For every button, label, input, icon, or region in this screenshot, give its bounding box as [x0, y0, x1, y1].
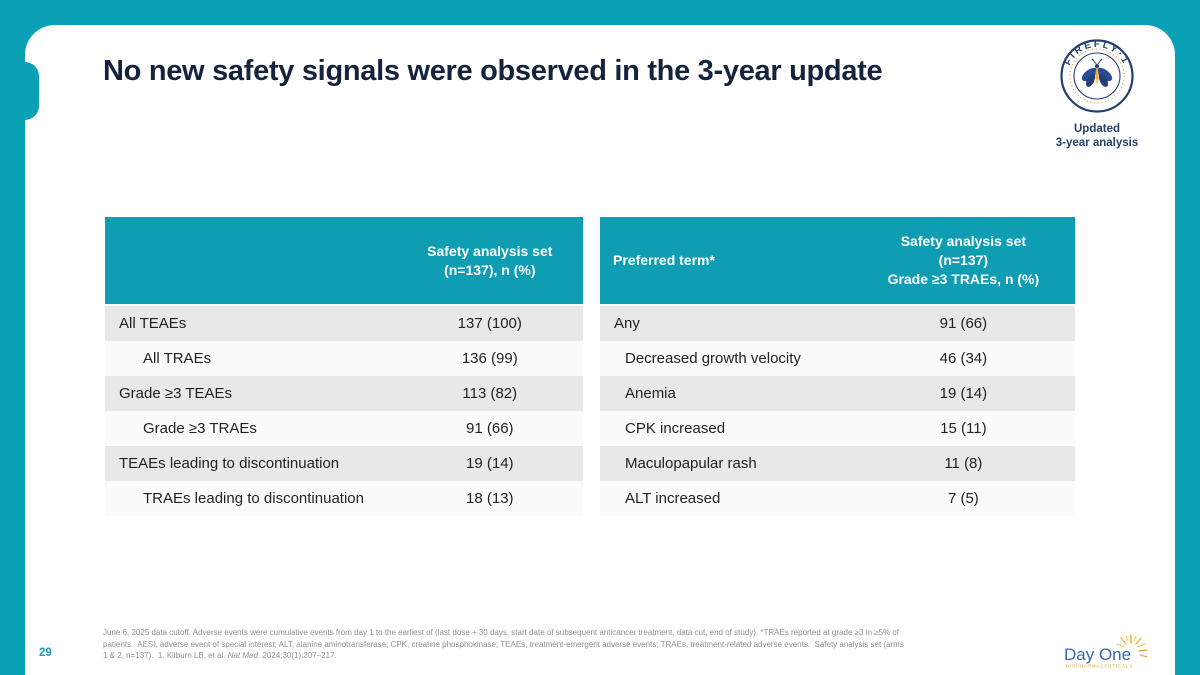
logo-subtitle: BIOPHARMACEUTICALS: [1066, 664, 1133, 669]
day-one-logo: Day One BIOPHARMACEUTICALS: [1064, 634, 1148, 669]
row-value: 11 (8): [944, 455, 983, 472]
trae-header-col1: Preferred term*: [613, 252, 715, 268]
row-value: 46 (34): [939, 350, 988, 367]
slide-content-area: No new safety signals were observed in t…: [25, 25, 1175, 675]
page-number: 29: [39, 647, 52, 659]
row-value: 91 (66): [466, 420, 514, 437]
teae-header-col2: Safety analysis set (n=137), n (%): [397, 217, 583, 304]
table-row: Grade ≥3 TEAEs 113 (82): [105, 376, 583, 411]
table-row: ALT increased 7 (5): [600, 481, 1075, 516]
row-label: All TEAEs: [119, 315, 187, 332]
table-row: TRAEs leading to discontinuation 18 (13): [105, 481, 583, 516]
row-label: Grade ≥3 TRAEs: [143, 420, 257, 437]
badge-label-line1: Updated: [1074, 123, 1120, 135]
teae-header-line1: Safety analysis set: [427, 242, 553, 259]
row-value: 15 (11): [940, 420, 987, 437]
row-value: 136 (99): [461, 350, 518, 367]
sunburst-icon: [1116, 634, 1148, 658]
row-label: Anemia: [625, 385, 676, 402]
row-value: 19 (14): [466, 455, 514, 472]
row-label: Maculopapular rash: [625, 455, 757, 472]
trae-header-col2: Safety analysis set (n=137) Grade ≥3 TRA…: [852, 217, 1075, 304]
table-row: TEAEs leading to discontinuation 19 (14): [105, 446, 583, 481]
table-row: All TRAEs 136 (99): [105, 341, 583, 376]
row-label: Any: [614, 315, 640, 332]
left-edge-notch: [25, 62, 39, 120]
teae-header-col1: [105, 217, 397, 304]
trae-preferred-term-table: Preferred term* Safety analysis set (n=1…: [600, 217, 1075, 516]
table-row: Grade ≥3 TRAEs 91 (66): [105, 411, 583, 446]
row-value: 91 (66): [939, 315, 988, 332]
row-value: 19 (14): [939, 385, 988, 402]
table-row: Maculopapular rash 11 (8): [600, 446, 1075, 481]
row-label: TRAEs leading to discontinuation: [143, 490, 364, 507]
table-row: All TEAEs 137 (100): [105, 306, 583, 341]
firefly-icon: [1081, 58, 1113, 87]
firefly-seal-icon: FIREFLY·1: [1060, 39, 1134, 113]
footnote-line3: 1 & 2, n=137). 1. Kilburn LB, et al. Nat…: [103, 651, 337, 660]
footnote-line2: patients. AESI, adverse event of special…: [103, 639, 904, 649]
row-value: 113 (82): [462, 385, 518, 402]
row-label: ALT increased: [625, 490, 721, 507]
slide-footnotes: June 6, 2025 data cutoff. Adverse events…: [103, 627, 904, 662]
teae-summary-table: Safety analysis set (n=137), n (%) All T…: [105, 217, 583, 516]
row-value: 137 (100): [457, 315, 522, 332]
badge-label-line2: 3-year analysis: [1055, 137, 1139, 149]
logo-wordmark: Day One: [1064, 645, 1131, 664]
slide-title: No new safety signals were observed in t…: [103, 55, 883, 87]
row-label: All TRAEs: [143, 350, 212, 367]
trae-header-line1: Safety analysis set: [900, 233, 1027, 249]
teae-header-line2: (n=137), n (%): [444, 261, 536, 278]
row-label: TEAEs leading to discontinuation: [119, 455, 340, 472]
footnote-line1: June 6, 2025 data cutoff. Adverse events…: [103, 628, 899, 637]
row-value: 18 (13): [466, 490, 514, 507]
teae-table-body: All TEAEs 137 (100) All TRAEs 136 (99) G…: [105, 306, 583, 516]
row-label: Decreased growth velocity: [625, 350, 801, 367]
trae-table-header: Preferred term* Safety analysis set (n=1…: [600, 217, 1075, 304]
trae-header-line2: (n=137): [938, 252, 989, 268]
firefly-1-badge: FIREFLY·1 Updated 3-year analysis: [1035, 38, 1159, 150]
row-label: CPK increased: [625, 420, 726, 437]
table-row: CPK increased 15 (11): [600, 411, 1075, 446]
teae-table-header: Safety analysis set (n=137), n (%): [105, 217, 583, 304]
table-row: Decreased growth velocity 46 (34): [600, 341, 1075, 376]
table-row: Any 91 (66): [600, 306, 1075, 341]
trae-table-body: Any 91 (66) Decreased growth velocity 46…: [600, 306, 1075, 516]
row-label: Grade ≥3 TEAEs: [119, 385, 233, 402]
trae-header-line3: Grade ≥3 TRAEs, n (%): [887, 271, 1040, 287]
row-value: 7 (5): [947, 490, 979, 507]
table-row: Anemia 19 (14): [600, 376, 1075, 411]
